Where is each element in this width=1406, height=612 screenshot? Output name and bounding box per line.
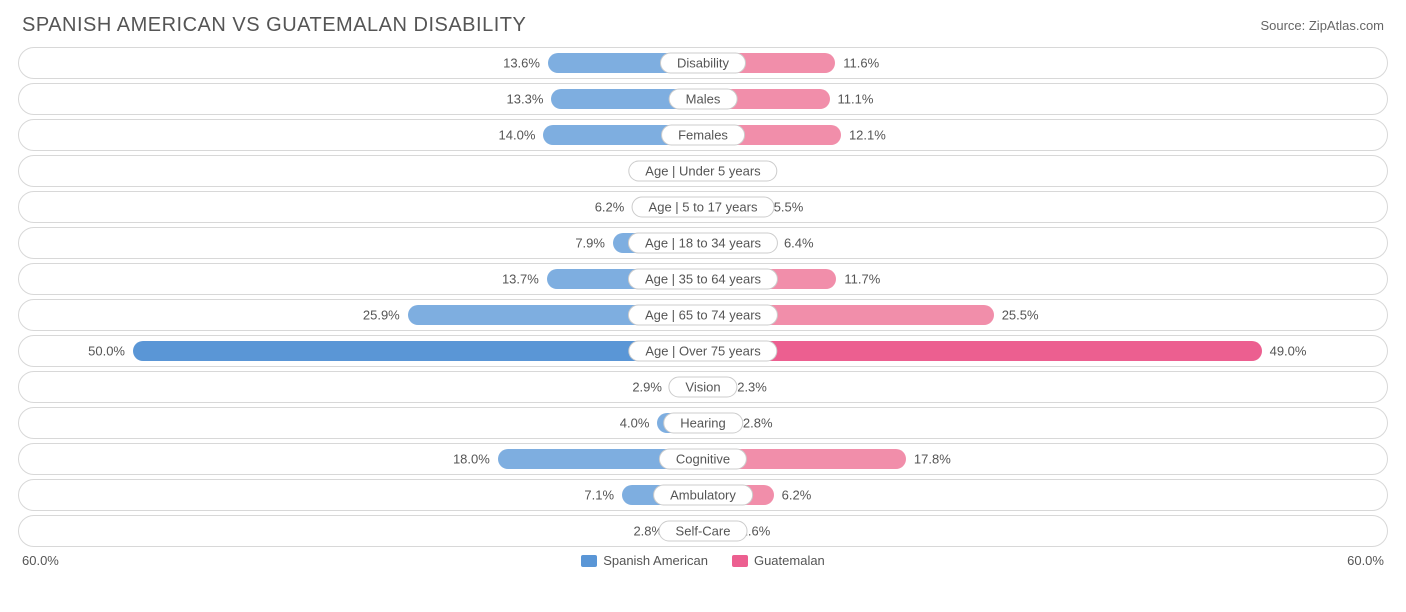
value-left: 13.6% bbox=[503, 56, 540, 71]
legend-swatch bbox=[581, 555, 597, 567]
bar-right bbox=[703, 341, 1262, 361]
chart-row: 7.9% 6.4% Age | 18 to 34 years bbox=[18, 227, 1388, 259]
row-label-pill: Age | 35 to 64 years bbox=[628, 269, 778, 290]
row-label-pill: Ambulatory bbox=[653, 485, 753, 506]
chart-area: 13.6% 11.6% Disability 13.3% 11.1% Males 14.0%… bbox=[0, 45, 1406, 568]
value-left: 2.9% bbox=[632, 380, 662, 395]
value-right: 2.8% bbox=[743, 416, 773, 431]
value-left: 7.9% bbox=[575, 236, 605, 251]
value-right: 11.1% bbox=[838, 92, 874, 107]
value-left: 14.0% bbox=[499, 128, 536, 143]
chart-title: SPANISH AMERICAN VS GUATEMALAN DISABILIT… bbox=[22, 14, 526, 37]
chart-container: SPANISH AMERICAN VS GUATEMALAN DISABILIT… bbox=[0, 0, 1406, 612]
value-left: 18.0% bbox=[453, 452, 490, 467]
chart-row: 2.8%2.6%Self-Care bbox=[18, 515, 1388, 547]
value-right: 25.5% bbox=[1002, 308, 1039, 323]
row-label-pill: Females bbox=[661, 125, 745, 146]
row-label-pill: Disability bbox=[660, 53, 746, 74]
value-right: 6.4% bbox=[784, 236, 814, 251]
legend-swatch bbox=[732, 555, 748, 567]
row-label-pill: Males bbox=[669, 89, 738, 110]
value-right: 2.3% bbox=[737, 380, 767, 395]
legend-item: Guatemalan bbox=[732, 553, 825, 568]
value-right: 11.7% bbox=[844, 272, 880, 287]
value-left: 6.2% bbox=[595, 200, 625, 215]
chart-source: Source: ZipAtlas.com bbox=[1260, 18, 1384, 33]
chart-row: 50.0% 49.0% Age | Over 75 years bbox=[18, 335, 1388, 367]
chart-row: 4.0% 2.8%Hearing bbox=[18, 407, 1388, 439]
chart-row: 14.0% 12.1% Females bbox=[18, 119, 1388, 151]
value-left: 4.0% bbox=[620, 416, 650, 431]
row-label-pill: Age | 65 to 74 years bbox=[628, 305, 778, 326]
chart-row: 7.1% 6.2% Ambulatory bbox=[18, 479, 1388, 511]
row-label-pill: Hearing bbox=[663, 413, 743, 434]
axis-right-label: 60.0% bbox=[1347, 553, 1384, 568]
value-left: 13.7% bbox=[502, 272, 539, 287]
value-left: 50.0% bbox=[88, 344, 125, 359]
value-left: 13.3% bbox=[507, 92, 544, 107]
row-label-pill: Age | Over 75 years bbox=[628, 341, 777, 362]
row-label-pill: Cognitive bbox=[659, 449, 747, 470]
chart-row: 13.6% 11.6% Disability bbox=[18, 47, 1388, 79]
legend-label: Guatemalan bbox=[754, 553, 825, 568]
row-label-pill: Age | 18 to 34 years bbox=[628, 233, 778, 254]
chart-header: SPANISH AMERICAN VS GUATEMALAN DISABILIT… bbox=[0, 0, 1406, 45]
chart-row: 1.1%1.2%Age | Under 5 years bbox=[18, 155, 1388, 187]
chart-row: 6.2% 5.5%Age | 5 to 17 years bbox=[18, 191, 1388, 223]
chart-row: 13.7% 11.7% Age | 35 to 64 years bbox=[18, 263, 1388, 295]
value-right: 17.8% bbox=[914, 452, 951, 467]
value-right: 5.5% bbox=[774, 200, 804, 215]
row-label-pill: Age | Under 5 years bbox=[628, 161, 777, 182]
row-label-pill: Vision bbox=[668, 377, 737, 398]
value-right: 6.2% bbox=[782, 488, 812, 503]
value-right: 12.1% bbox=[849, 128, 886, 143]
axis-row: 60.0% Spanish American Guatemalan 60.0% bbox=[18, 551, 1388, 568]
value-left: 7.1% bbox=[584, 488, 614, 503]
value-left: 25.9% bbox=[363, 308, 400, 323]
chart-row: 2.9% 2.3%Vision bbox=[18, 371, 1388, 403]
legend-item: Spanish American bbox=[581, 553, 708, 568]
axis-left-label: 60.0% bbox=[22, 553, 59, 568]
chart-row: 18.0% 17.8% Cognitive bbox=[18, 443, 1388, 475]
row-label-pill: Self-Care bbox=[659, 521, 748, 542]
legend-label: Spanish American bbox=[603, 553, 708, 568]
row-label-pill: Age | 5 to 17 years bbox=[632, 197, 775, 218]
legend: Spanish American Guatemalan bbox=[581, 553, 825, 568]
value-right: 49.0% bbox=[1270, 344, 1307, 359]
chart-row: 25.9% 25.5% Age | 65 to 74 years bbox=[18, 299, 1388, 331]
value-right: 11.6% bbox=[843, 56, 879, 71]
chart-row: 13.3% 11.1% Males bbox=[18, 83, 1388, 115]
bar-left bbox=[133, 341, 703, 361]
